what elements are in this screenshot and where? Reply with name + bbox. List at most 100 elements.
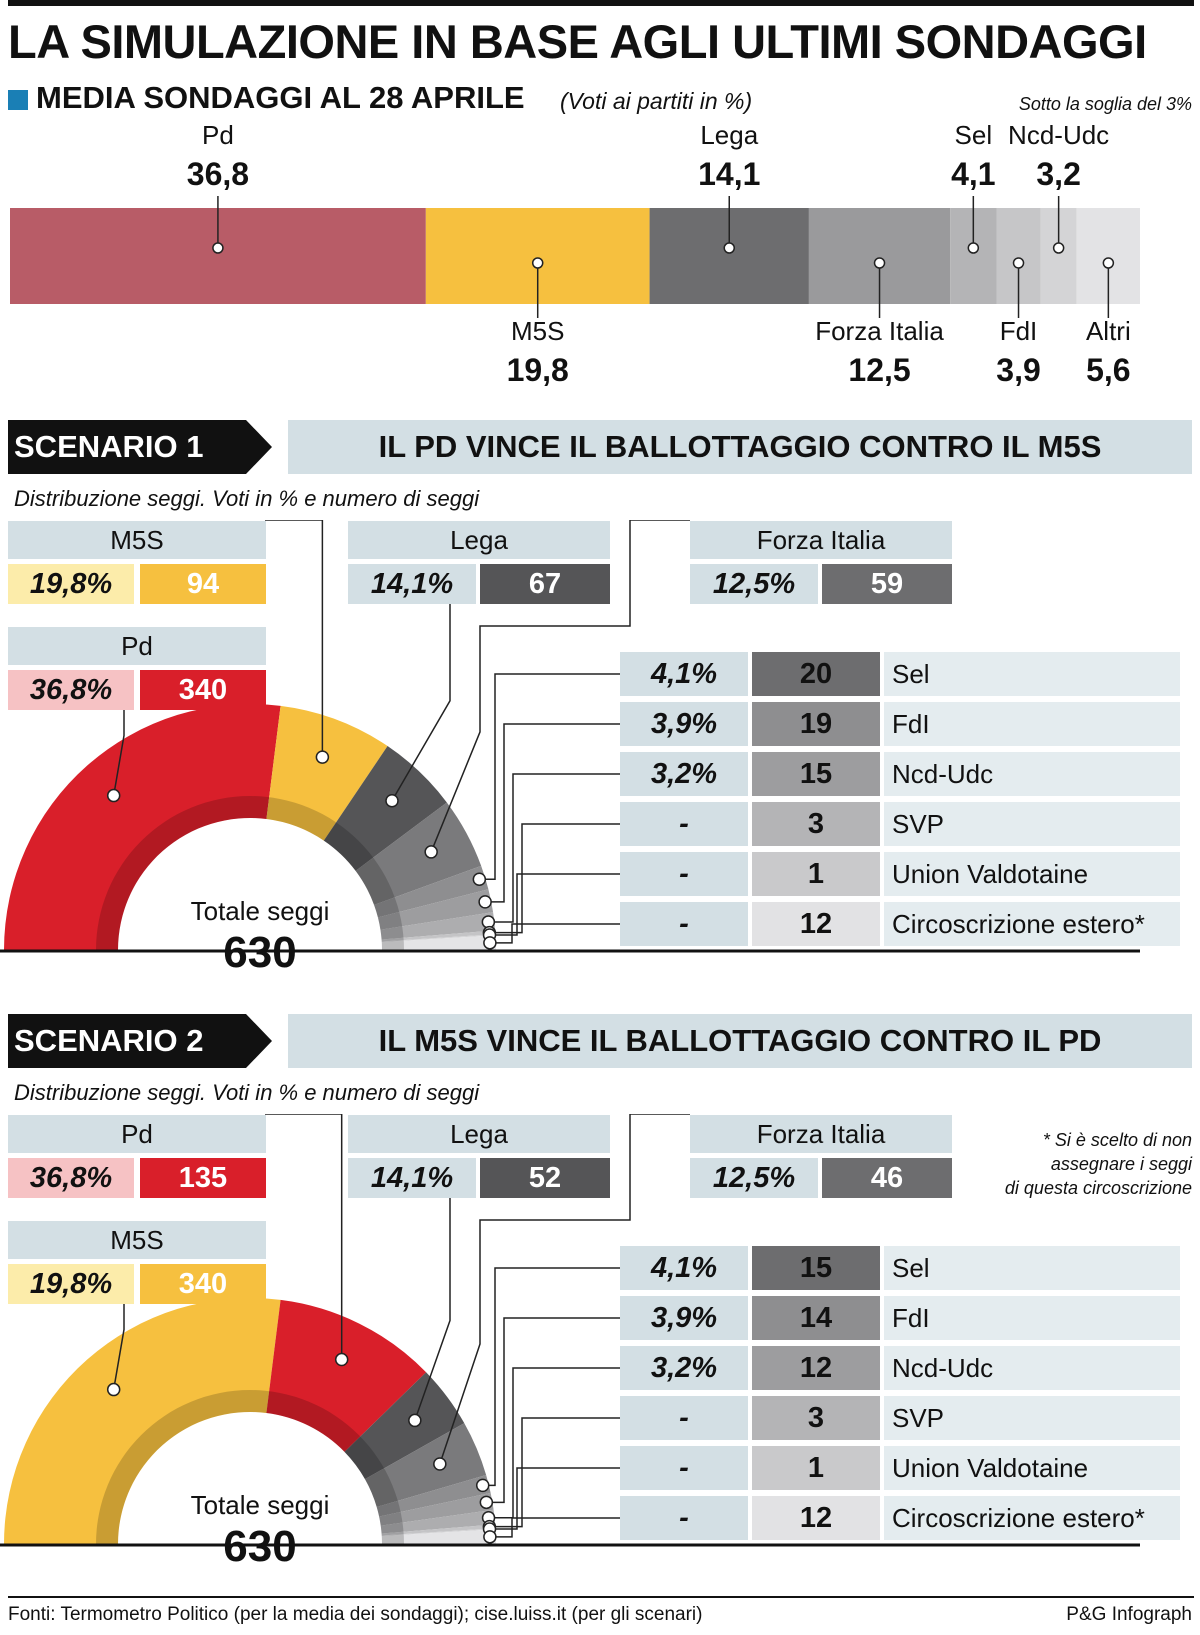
- leader-dot: [479, 1495, 494, 1510]
- seat-slice-9: [381, 935, 496, 950]
- seat-slice-9: [381, 1529, 496, 1544]
- bar-leader-dot: [967, 242, 980, 254]
- leader-line: [391, 584, 451, 802]
- row-pct: -: [620, 852, 748, 896]
- row-pct: -: [620, 1396, 748, 1440]
- leader-line: [489, 1517, 620, 1538]
- bar-label-name: Altri: [1085, 316, 1131, 346]
- scenario2-title: IL M5S VINCE IL BALLOTTAGGIO CONTRO IL P…: [288, 1014, 1192, 1068]
- seat-slice-4: [376, 1475, 491, 1517]
- bar-label-value: 3,2: [1036, 156, 1081, 192]
- leader-line: [489, 1417, 620, 1528]
- leader-dot: [483, 936, 497, 950]
- scenario1-label: SCENARIO 1: [8, 420, 246, 474]
- leader-dot: [483, 1530, 497, 1544]
- row-seats: 15: [752, 752, 880, 796]
- bar-label-name: M5S: [510, 316, 565, 346]
- row-seats: 14: [752, 1296, 880, 1340]
- s2-fi-pct: 12,5%: [690, 1158, 818, 1198]
- row-seats: 3: [752, 1396, 880, 1440]
- footnote-line: * Si è scelto di non: [1042, 1130, 1192, 1150]
- party-row: 3,9% 14 FdI: [620, 1296, 1180, 1340]
- s1-first-pct: 19,8%: [8, 564, 134, 604]
- leader-line: [430, 520, 690, 853]
- party-row: 4,1% 20 Sel: [620, 652, 1180, 696]
- row-name: Union Valdotaine: [884, 1446, 1180, 1490]
- inner-ring-shade: [96, 796, 404, 950]
- leader-line: [486, 1317, 620, 1504]
- bar-leader-dot: [531, 257, 544, 269]
- row-pct: -: [620, 1446, 748, 1490]
- bar-label-value: 3,9: [996, 352, 1041, 388]
- row-seats: 15: [752, 1246, 880, 1290]
- s2-first-pct: 36,8%: [8, 1158, 134, 1198]
- seat-slice-7: [381, 930, 496, 942]
- seat-slice-3: [364, 1423, 487, 1507]
- row-name: SVP: [884, 1396, 1180, 1440]
- row-name: Circoscrizione estero*: [884, 1496, 1180, 1540]
- seat-slice-0: [4, 704, 281, 950]
- s2-fi-seats: 46: [822, 1158, 952, 1198]
- scenario2-label: SCENARIO 2: [8, 1014, 246, 1068]
- scenario1-distrib-label: Distribuzione seggi. Voti in % e numero …: [14, 486, 480, 511]
- s1-fi-pct: 12,5%: [690, 564, 818, 604]
- bar-leader-dot: [1052, 242, 1065, 254]
- footer-rule: [8, 1596, 1194, 1598]
- s2-total-value: 630: [223, 1522, 297, 1571]
- scenario2-distrib-label: Distribuzione seggi. Voti in % e numero …: [14, 1080, 480, 1105]
- s1-first-name: M5S: [8, 521, 266, 559]
- bar-leader-dot: [873, 257, 886, 269]
- row-name: SVP: [884, 802, 1180, 846]
- legend-square-icon: [8, 90, 28, 110]
- row-name: FdI: [884, 1296, 1180, 1340]
- s2-second-name: M5S: [8, 1221, 266, 1259]
- top-rule: [8, 0, 1194, 6]
- bar-label-value: 5,6: [1086, 352, 1131, 388]
- row-name: FdI: [884, 702, 1180, 746]
- leader-line: [439, 1114, 690, 1465]
- bar-leader-dot: [1012, 257, 1025, 269]
- party-row: 4,1% 15 Sel: [620, 1246, 1180, 1290]
- row-pct: -: [620, 1496, 748, 1540]
- s1-lega-seats: 67: [480, 564, 610, 604]
- party-row: -1 Union Valdotaine: [620, 1446, 1180, 1490]
- leader-dot: [408, 1413, 422, 1428]
- bar-label-value: 12,5: [848, 352, 911, 388]
- s2-second-seats: 340: [140, 1264, 266, 1304]
- seat-slice-3: [355, 802, 482, 905]
- scenario1-arrow-icon: [246, 420, 272, 474]
- bar-label-name: Lega: [700, 120, 759, 150]
- row-seats: 1: [752, 852, 880, 896]
- seat-slice-5: [377, 889, 494, 930]
- seat-slice-1: [266, 1299, 427, 1452]
- party-row: -12 Circoscrizione estero*: [620, 902, 1180, 946]
- bar-leader-dot: [1102, 257, 1115, 269]
- leader-line: [489, 873, 620, 936]
- s1-total-value: 630: [223, 928, 297, 977]
- footnote-line: assegnare i seggi: [1050, 1154, 1192, 1174]
- row-seats: 12: [752, 1346, 880, 1390]
- row-name: Circoscrizione estero*: [884, 902, 1180, 946]
- row-pct: 3,2%: [620, 752, 748, 796]
- party-row: -3 SVP: [620, 802, 1180, 846]
- credit-text: P&G Infograph: [1066, 1604, 1192, 1625]
- leader-line: [485, 723, 620, 903]
- inner-ring-shade: [96, 1390, 404, 1544]
- leader-line: [414, 1178, 451, 1421]
- seat-slice-4: [374, 865, 489, 918]
- chart-subtitle-note: (Voti ai partiti in %): [560, 88, 753, 114]
- row-seats: 19: [752, 702, 880, 746]
- party-row: 3,9% 19 FdI: [620, 702, 1180, 746]
- leader-line: [479, 673, 620, 881]
- seat-slice-2: [323, 746, 447, 871]
- footnote: * Si è scelto di non assegnare i seggi d…: [1005, 1128, 1192, 1200]
- leader-line: [489, 823, 620, 934]
- row-pct: -: [620, 902, 748, 946]
- s2-total-label: Totale seggi: [190, 1490, 330, 1520]
- bar-leader-dot: [212, 242, 224, 254]
- scenario2-seat-chart: [0, 1114, 1140, 1547]
- party-row: -3 SVP: [620, 1396, 1180, 1440]
- s1-lega-name: Lega: [348, 521, 610, 559]
- seat-slice-1: [266, 705, 388, 841]
- s2-lega-pct: 14,1%: [348, 1158, 476, 1198]
